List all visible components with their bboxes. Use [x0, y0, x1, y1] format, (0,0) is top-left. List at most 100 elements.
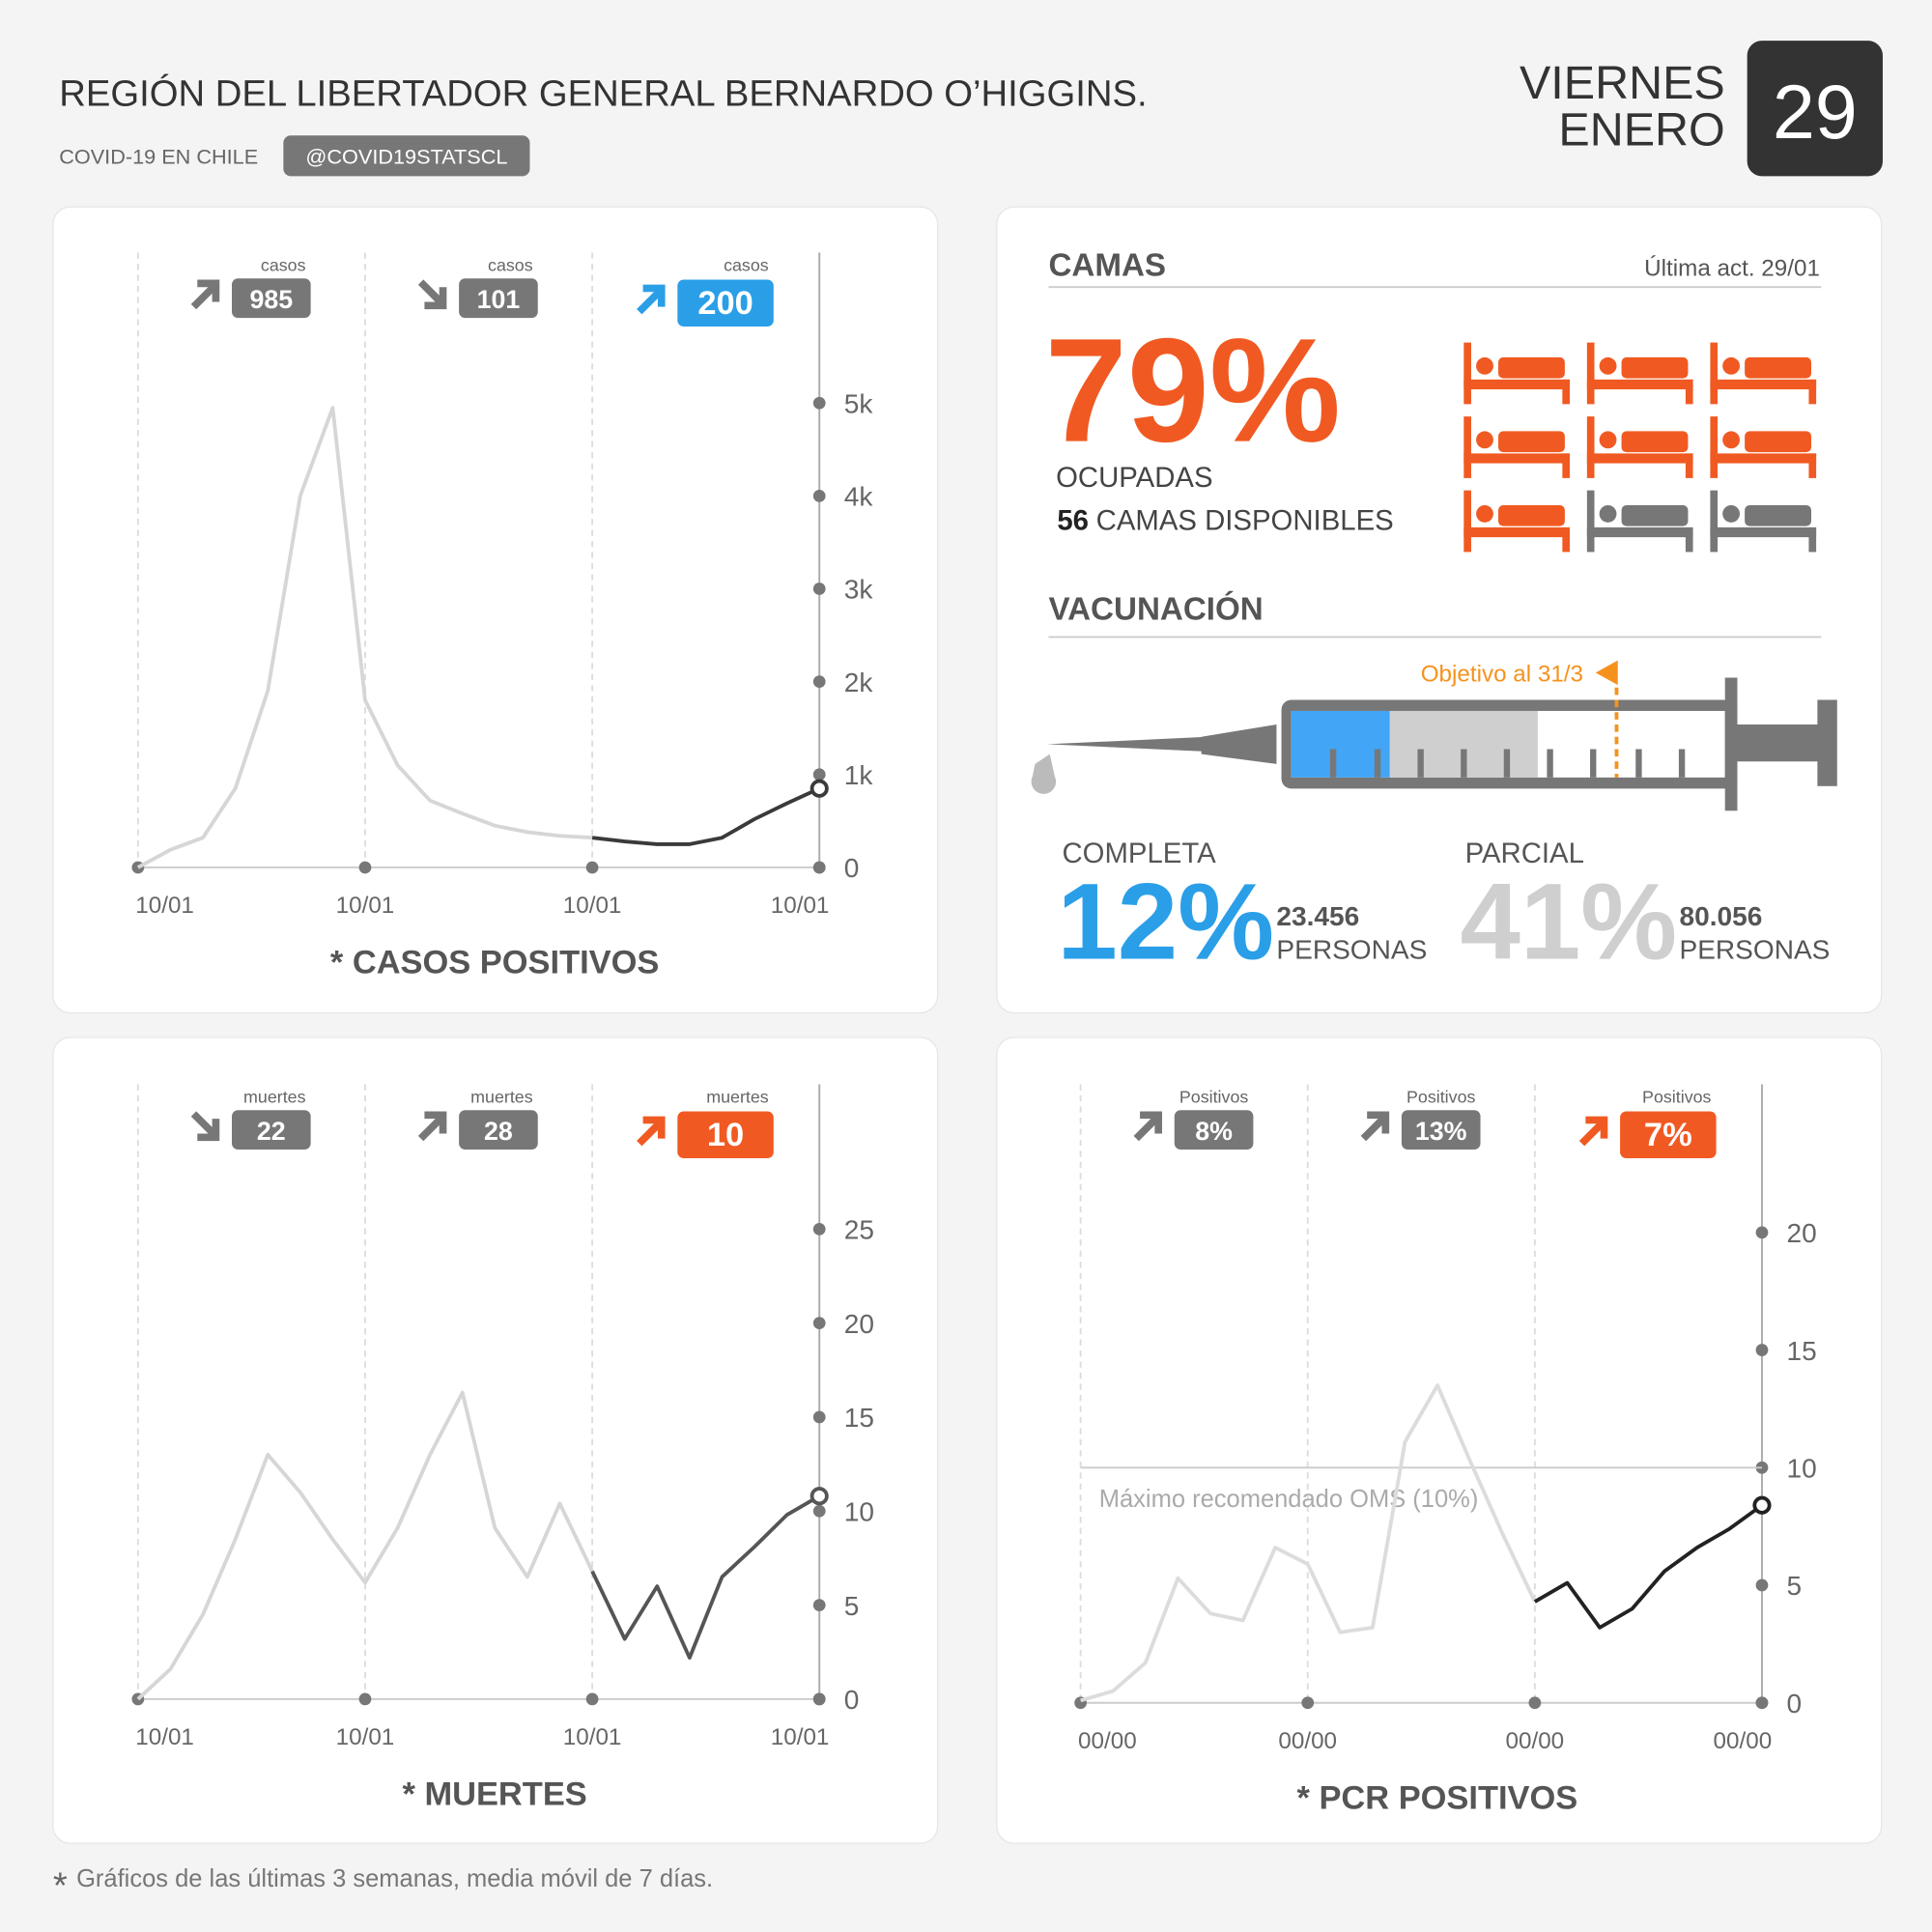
last-point: [810, 779, 829, 798]
bed-head: [1710, 416, 1719, 478]
line-recent: [1533, 1503, 1764, 1630]
arrow-head: [642, 284, 666, 307]
chart-title: * MUERTES: [402, 1776, 586, 1813]
occupied-label: OCUPADAS: [1056, 462, 1212, 494]
bed-head: [1586, 416, 1595, 478]
complete-percent: 12%: [1057, 860, 1274, 981]
x-tick-label: 00/00: [1714, 1728, 1773, 1754]
x-tick: [358, 861, 372, 874]
arrow-shaft: [190, 284, 216, 310]
x-tick-label: 00/00: [1506, 1728, 1565, 1754]
badge-label: Positivos: [1179, 1088, 1248, 1107]
y-tick: [1755, 1344, 1769, 1356]
badge-value: 200: [697, 285, 753, 322]
bed-pillow: [1476, 431, 1493, 449]
arrow-head: [1585, 1116, 1608, 1139]
y-tick-label: 15: [844, 1403, 874, 1433]
arrow-head: [1367, 1111, 1390, 1134]
partial-unit: PERSONAS: [1680, 934, 1831, 964]
occupancy-percent: 79%: [1045, 308, 1341, 473]
arrow-shaft: [1133, 1116, 1159, 1142]
y-tick: [1755, 1696, 1769, 1710]
x-tick-label: 00/00: [1078, 1728, 1137, 1754]
panel: [52, 1037, 939, 1844]
panel: [52, 206, 939, 1014]
badge-label: Positivos: [1406, 1088, 1475, 1107]
bed: [1710, 342, 1817, 405]
bed-blanket: [1498, 431, 1565, 453]
y-tick-label: 20: [844, 1309, 874, 1339]
plunger-thumb: [1817, 699, 1837, 786]
badge-box: [232, 278, 311, 319]
badge-box: [232, 1110, 311, 1151]
badge-label: casos: [724, 256, 769, 275]
syringe: [1031, 660, 1837, 811]
badge-value: 13%: [1415, 1117, 1467, 1146]
x-tick-label: 10/01: [135, 1724, 194, 1750]
panel: [996, 1037, 1883, 1844]
bed-pillow: [1599, 504, 1617, 523]
bed-pillow: [1476, 356, 1493, 375]
y-tick: [1755, 1226, 1769, 1239]
available: 56 CAMAS DISPONIBLES: [1057, 504, 1393, 536]
partial-label: PARCIAL: [1465, 838, 1584, 869]
badge-value: 985: [249, 285, 293, 314]
section-title: CAMAS: [1048, 248, 1166, 284]
bed-head: [1463, 342, 1471, 405]
badge-box: [1620, 1111, 1717, 1158]
bed-pillow: [1476, 504, 1493, 523]
badge-value: 7%: [1644, 1117, 1692, 1153]
x-tick-label: 10/01: [771, 1724, 830, 1750]
bed-blanket: [1745, 356, 1811, 379]
badge-box: [1401, 1110, 1481, 1151]
y-tick: [812, 1692, 826, 1706]
badge-label: muertes: [706, 1088, 769, 1107]
bed-blanket: [1498, 504, 1565, 526]
badge-value: 28: [484, 1117, 513, 1146]
weekday: VIERNES: [1520, 57, 1725, 109]
bed: [1586, 342, 1693, 405]
y-tick: [812, 1410, 826, 1424]
complete-count: 23.456: [1276, 901, 1359, 931]
bed: [1463, 416, 1570, 478]
x-tick-label: 00/00: [1278, 1728, 1337, 1754]
bed-blanket: [1745, 504, 1811, 526]
threshold-label: Máximo recomendado OMS (10%): [1099, 1486, 1479, 1513]
bed-frame: [1586, 453, 1693, 464]
trend-arrow: [417, 279, 447, 310]
y-tick: [812, 675, 826, 689]
y-tick: [812, 1504, 826, 1518]
x-tick-label: 10/01: [135, 893, 194, 919]
bed-pillow: [1722, 356, 1741, 375]
x-tick-label: 10/01: [771, 893, 830, 919]
bed-blanket: [1745, 431, 1811, 453]
x-tick: [1301, 1696, 1315, 1710]
trend-arrow: [190, 279, 220, 310]
line-past: [136, 1390, 594, 1701]
y-tick: [812, 861, 826, 874]
arrow-shaft: [637, 289, 662, 315]
y-tick: [812, 1599, 826, 1611]
bed: [1463, 490, 1570, 553]
x-tick-label: 10/01: [336, 1724, 395, 1750]
bed-head: [1463, 416, 1471, 478]
bed-frame: [1463, 526, 1570, 538]
bed-frame: [1710, 379, 1817, 390]
trend-arrow: [1578, 1116, 1608, 1147]
badge-label: muertes: [243, 1088, 306, 1107]
bed-blanket: [1498, 356, 1565, 379]
y-tick: [812, 768, 826, 781]
bed-head: [1710, 342, 1719, 405]
trend-arrow: [1133, 1111, 1163, 1142]
bed-frame: [1586, 526, 1693, 538]
bed: [1586, 490, 1693, 553]
section-title: VACUNACIÓN: [1048, 591, 1263, 628]
complete-unit: PERSONAS: [1276, 934, 1427, 964]
drop: [1031, 753, 1057, 794]
y-tick: [812, 1222, 826, 1236]
y-tick-label: 15: [1786, 1336, 1816, 1366]
y-tick-label: 5: [1786, 1571, 1802, 1601]
x-tick: [585, 1692, 599, 1706]
y-tick-label: 4k: [844, 482, 874, 512]
badge-value: 8%: [1195, 1117, 1233, 1146]
